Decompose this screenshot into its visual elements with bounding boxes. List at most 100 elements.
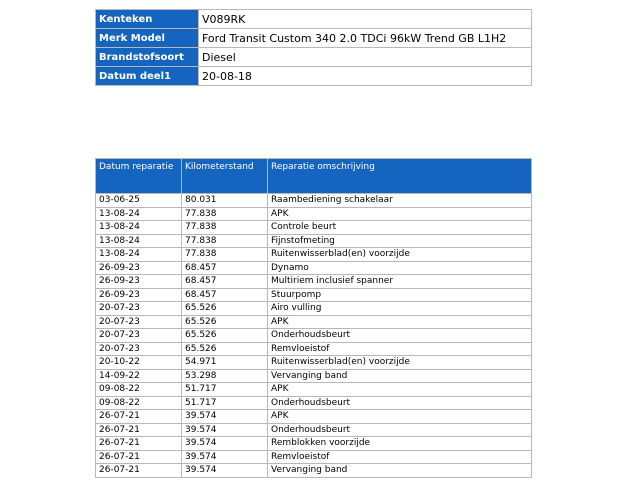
vehicle-row: Brandstofsoort Diesel bbox=[95, 47, 532, 67]
vehicle-table: Kenteken V089RK Merk Model Ford Transit Cus… bbox=[95, 9, 532, 86]
repair-cell: 68.457 bbox=[181, 260, 268, 275]
repair-cell: 68.457 bbox=[181, 287, 268, 302]
repair-row: 13-08-24 77.838 APK bbox=[95, 206, 532, 221]
repair-cell: 65.526 bbox=[181, 341, 268, 356]
repair-cell: 39.574 bbox=[181, 463, 268, 478]
repair-cell: 20-07-23 bbox=[95, 341, 182, 356]
repair-row: 26-07-21 39.574 Remvloeistof bbox=[95, 449, 532, 464]
repair-row: 13-08-24 77.838 Ruitenwisserblad(en) voorz… bbox=[95, 247, 532, 262]
repair-row: 26-07-21 39.574 Onderhoudsbeurt bbox=[95, 422, 532, 437]
repair-row: 26-09-23 68.457 Dynamo bbox=[95, 260, 532, 275]
repair-cell: 13-08-24 bbox=[95, 233, 182, 248]
field-label: Kenteken bbox=[95, 9, 199, 29]
field-value: V089RK bbox=[198, 9, 532, 29]
column-header: Kilometerstand bbox=[181, 158, 268, 194]
header-row: Datum reparatie Kilometerstand Reparatie o… bbox=[95, 158, 532, 194]
repair-row: 26-07-21 39.574 Vervanging band bbox=[95, 463, 532, 478]
field-label: Merk Model bbox=[95, 28, 199, 48]
repair-cell: Onderhoudsbeurt bbox=[267, 422, 532, 437]
repair-cell: Multiriem inclusief spanner bbox=[267, 274, 532, 289]
repair-cell: Onderhoudsbeurt bbox=[267, 395, 532, 410]
repair-cell: 77.838 bbox=[181, 220, 268, 235]
repair-cell: Vervanging band bbox=[267, 368, 532, 383]
repair-row: 20-07-23 65.526 Airo vulling bbox=[95, 301, 532, 316]
repair-row: 14-09-22 53.298 Vervanging band bbox=[95, 368, 532, 383]
repair-cell: 09-08-22 bbox=[95, 395, 182, 410]
vehicle-row: Merk Model Ford Transit Custom 340 2.0 TD… bbox=[95, 28, 532, 48]
repair-row: 13-08-24 77.838 Fijnstofmeting bbox=[95, 233, 532, 248]
field-value: Diesel bbox=[198, 47, 532, 67]
repair-cell: Ruitenwisserblad(en) voorzijde bbox=[267, 355, 532, 370]
repair-cell: Dynamo bbox=[267, 260, 532, 275]
repair-row: 20-07-23 65.526 Remvloeistof bbox=[95, 341, 532, 356]
repair-cell: 65.526 bbox=[181, 301, 268, 316]
repair-cell: 65.526 bbox=[181, 314, 268, 329]
repair-cell: 26-07-21 bbox=[95, 422, 182, 437]
repair-cell: Vervanging band bbox=[267, 463, 532, 478]
repair-cell: 77.838 bbox=[181, 233, 268, 248]
column-header: Reparatie omschrijving bbox=[267, 158, 532, 194]
repair-row: 09-08-22 51.717 Onderhoudsbeurt bbox=[95, 395, 532, 410]
repair-cell: 68.457 bbox=[181, 274, 268, 289]
repair-row: 26-07-21 39.574 APK bbox=[95, 409, 532, 424]
repair-cell: 26-09-23 bbox=[95, 260, 182, 275]
repair-cell: Airo vulling bbox=[267, 301, 532, 316]
repair-cell: APK bbox=[267, 409, 532, 424]
repair-cell: 51.717 bbox=[181, 395, 268, 410]
repair-table: Datum reparatie Kilometerstand Reparatie o… bbox=[95, 158, 532, 478]
repair-cell: 51.717 bbox=[181, 382, 268, 397]
repair-cell: 54.971 bbox=[181, 355, 268, 370]
repair-cell: Controle beurt bbox=[267, 220, 532, 235]
repair-cell: 26-09-23 bbox=[95, 274, 182, 289]
repair-cell: Remvloeistof bbox=[267, 341, 532, 356]
repair-cell: 39.574 bbox=[181, 449, 268, 464]
repair-cell: 77.838 bbox=[181, 206, 268, 221]
repair-cell: 39.574 bbox=[181, 422, 268, 437]
repair-cell: Raambediening schakelaar bbox=[267, 193, 532, 208]
vehicle-row: Datum deel1 20-08-18 bbox=[95, 66, 532, 86]
repair-cell: 26-07-21 bbox=[95, 436, 182, 451]
repair-row: 20-07-23 65.526 Onderhoudsbeurt bbox=[95, 328, 532, 343]
repair-row: 20-10-22 54.971 Ruitenwisserblad(en) voorz… bbox=[95, 355, 532, 370]
repair-row: 09-08-22 51.717 APK bbox=[95, 382, 532, 397]
repair-cell: 13-08-24 bbox=[95, 206, 182, 221]
repair-row: 03-06-25 80.031 Raambediening schakelaar bbox=[95, 193, 532, 208]
repair-cell: 80.031 bbox=[181, 193, 268, 208]
repair-cell: Onderhoudsbeurt bbox=[267, 328, 532, 343]
repair-cell: 13-08-24 bbox=[95, 247, 182, 262]
field-label: Brandstofsoort bbox=[95, 47, 199, 67]
repair-cell: Remblokken voorzijde bbox=[267, 436, 532, 451]
repair-cell: 13-08-24 bbox=[95, 220, 182, 235]
repair-cell: APK bbox=[267, 382, 532, 397]
repair-cell: Remvloeistof bbox=[267, 449, 532, 464]
repair-cell: Stuurpomp bbox=[267, 287, 532, 302]
repair-cell: 77.838 bbox=[181, 247, 268, 262]
repair-cell: 65.526 bbox=[181, 328, 268, 343]
repair-cell: 14-09-22 bbox=[95, 368, 182, 383]
repair-cell: Fijnstofmeting bbox=[267, 233, 532, 248]
field-label: Datum deel1 bbox=[95, 66, 199, 86]
repair-cell: 26-07-21 bbox=[95, 409, 182, 424]
repair-cell: 09-08-22 bbox=[95, 382, 182, 397]
repair-cell: Ruitenwisserblad(en) voorzijde bbox=[267, 247, 532, 262]
field-value: 20-08-18 bbox=[198, 66, 532, 86]
repair-row: 26-09-23 68.457 Stuurpomp bbox=[95, 287, 532, 302]
repair-cell: 20-07-23 bbox=[95, 314, 182, 329]
repair-cell: 39.574 bbox=[181, 436, 268, 451]
repair-row: 26-09-23 68.457 Multiriem inclusief spanne… bbox=[95, 274, 532, 289]
repair-cell: 20-07-23 bbox=[95, 328, 182, 343]
repair-cell: APK bbox=[267, 314, 532, 329]
repair-cell: 26-07-21 bbox=[95, 463, 182, 478]
field-value: Ford Transit Custom 340 2.0 TDCi 96kW Tr… bbox=[198, 28, 532, 48]
vehicle-row: Kenteken V089RK bbox=[95, 9, 532, 29]
repair-cell: 20-10-22 bbox=[95, 355, 182, 370]
repair-cell: 39.574 bbox=[181, 409, 268, 424]
repair-row: 20-07-23 65.526 APK bbox=[95, 314, 532, 329]
repair-cell: 03-06-25 bbox=[95, 193, 182, 208]
repair-cell: 26-09-23 bbox=[95, 287, 182, 302]
repair-row: 13-08-24 77.838 Controle beurt bbox=[95, 220, 532, 235]
repair-cell: 20-07-23 bbox=[95, 301, 182, 316]
column-header: Datum reparatie bbox=[95, 158, 182, 194]
repair-cell: 26-07-21 bbox=[95, 449, 182, 464]
repair-cell: 53.298 bbox=[181, 368, 268, 383]
